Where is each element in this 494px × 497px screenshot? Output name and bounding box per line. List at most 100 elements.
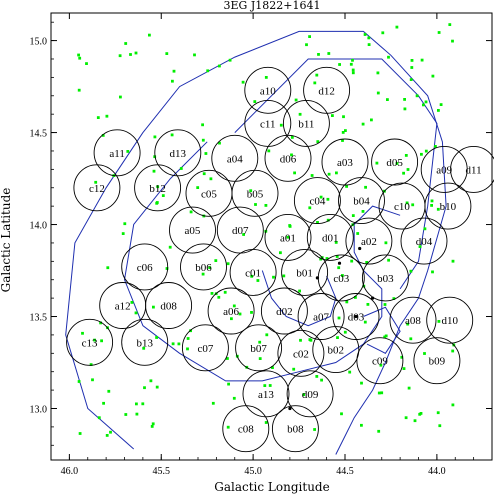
source-point [341,274,344,277]
field-label: c05 [201,188,217,200]
source-point [438,424,442,428]
source-point [349,62,353,66]
field-label: b07 [250,343,267,355]
field-label: c08 [238,424,254,436]
source-point [250,311,253,314]
source-point [360,423,363,427]
source-point [149,379,153,383]
field-label: c10 [394,201,410,213]
source-point [377,391,381,395]
source-point [437,31,441,34]
source-point [367,43,371,46]
source-point [171,79,174,83]
source-point [89,363,93,366]
field-label: a05 [185,225,201,237]
source-point [214,259,218,262]
field-circle [306,213,354,261]
source-point [310,174,314,177]
source-point [437,109,440,112]
contour-large [65,30,447,455]
source-point [272,275,275,279]
source-point [81,331,84,335]
x-axis-ticks: 46.0 45.5 45.0 44.5 44.0 [61,13,475,477]
source-point [451,403,455,407]
chart-title: 3EG J1822+1641 [224,0,321,12]
contour-small [261,270,337,327]
source-point [403,107,407,111]
source-point [302,393,306,396]
source-point [350,259,354,263]
field-label: c06 [137,262,153,274]
source-point [317,53,320,56]
field-circle [400,217,448,265]
source-point [152,169,156,173]
source-point [155,385,159,389]
source-point [177,342,181,346]
source-point [232,304,236,308]
source-point [148,33,151,37]
source-point [342,115,345,119]
source-point [405,201,409,205]
source-point [242,233,245,236]
field-circle [260,287,308,335]
source-point [325,257,329,260]
source-point [387,258,390,262]
source-point [227,382,230,386]
source-point [151,422,155,426]
source-point [451,259,455,263]
source-point [436,207,440,211]
source-point [228,58,232,62]
source-point [348,370,352,374]
source-point [434,145,437,148]
source-point [351,68,355,72]
source-point [78,56,82,60]
x-tick-label: 44.5 [336,466,354,477]
source-point [292,367,296,371]
source-point [392,297,396,300]
source-point [226,425,230,429]
x-tick-label: 44.0 [428,466,446,477]
source-point [279,251,282,255]
field-label: a11 [109,148,124,160]
source-point [400,355,404,359]
field-circle [281,248,329,296]
source-point [202,172,206,176]
source-point [404,154,408,157]
source-point [363,320,367,324]
source-point [299,338,302,342]
field-label: b11 [298,118,314,130]
source-point [107,389,111,393]
field-circle [286,370,334,418]
field-circle [93,129,141,177]
source-point [448,23,452,26]
source-point [354,296,357,299]
source-point [135,402,138,406]
field-label: b12 [149,183,166,195]
field-circle [231,169,279,217]
source-point [409,78,413,81]
source-point [366,303,370,306]
source-point [282,274,286,278]
field-label: d06 [280,153,297,165]
source-point [356,232,360,235]
source-point [410,59,414,62]
field-label: d04 [416,236,433,248]
field-label: b03 [377,273,394,285]
source-point [337,266,341,270]
source-point [344,129,347,132]
source-point [209,177,213,181]
source-point [189,210,193,214]
field-circle [211,134,259,182]
field-circle [361,254,409,302]
source-point [271,366,274,369]
source-point [253,100,257,103]
field-label: b01 [296,267,313,279]
source-point [420,152,423,156]
field-circle [413,337,461,385]
field-label: a08 [405,315,421,327]
source-point [250,274,254,278]
field-label: c07 [197,343,213,355]
source-point [186,337,190,340]
source-point [376,91,380,95]
